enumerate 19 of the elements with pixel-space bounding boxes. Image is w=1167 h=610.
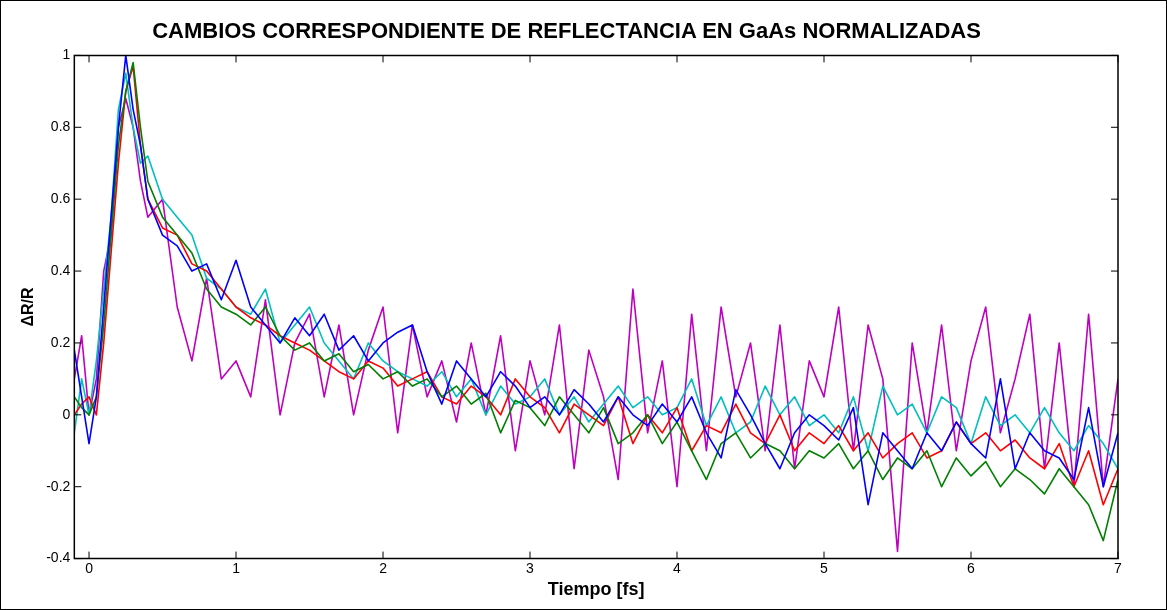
x-axis-title: Tiempo [fs] — [547, 579, 645, 600]
x-tick-label: 6 — [967, 559, 976, 576]
y-tick-label: -0.4 — [46, 549, 71, 566]
y-tick-label: 0 — [62, 405, 71, 422]
chart-title: CAMBIOS CORRESPONDIENTE DE REFLECTANCIA EN GaAs NORMALIZADAS — [152, 18, 981, 44]
y-axis-title: ΔR/R — [19, 287, 37, 327]
x-tick-label: 7 — [1114, 559, 1123, 576]
y-tick-label: 0.6 — [50, 190, 71, 207]
y-tick-label: 0.8 — [50, 118, 71, 135]
y-tick-label: 0.4 — [50, 261, 71, 278]
x-tick-label: 5 — [820, 559, 829, 576]
x-tick-label: 2 — [379, 559, 388, 576]
x-tick-label: 4 — [673, 559, 682, 576]
x-tick-label: 1 — [232, 559, 241, 576]
y-tick-label: -0.2 — [46, 477, 71, 494]
y-tick-label: 1 — [62, 46, 71, 63]
y-tick-label: 0.2 — [50, 333, 71, 350]
x-tick-label: 0 — [85, 559, 94, 576]
x-tick-label: 3 — [526, 559, 535, 576]
